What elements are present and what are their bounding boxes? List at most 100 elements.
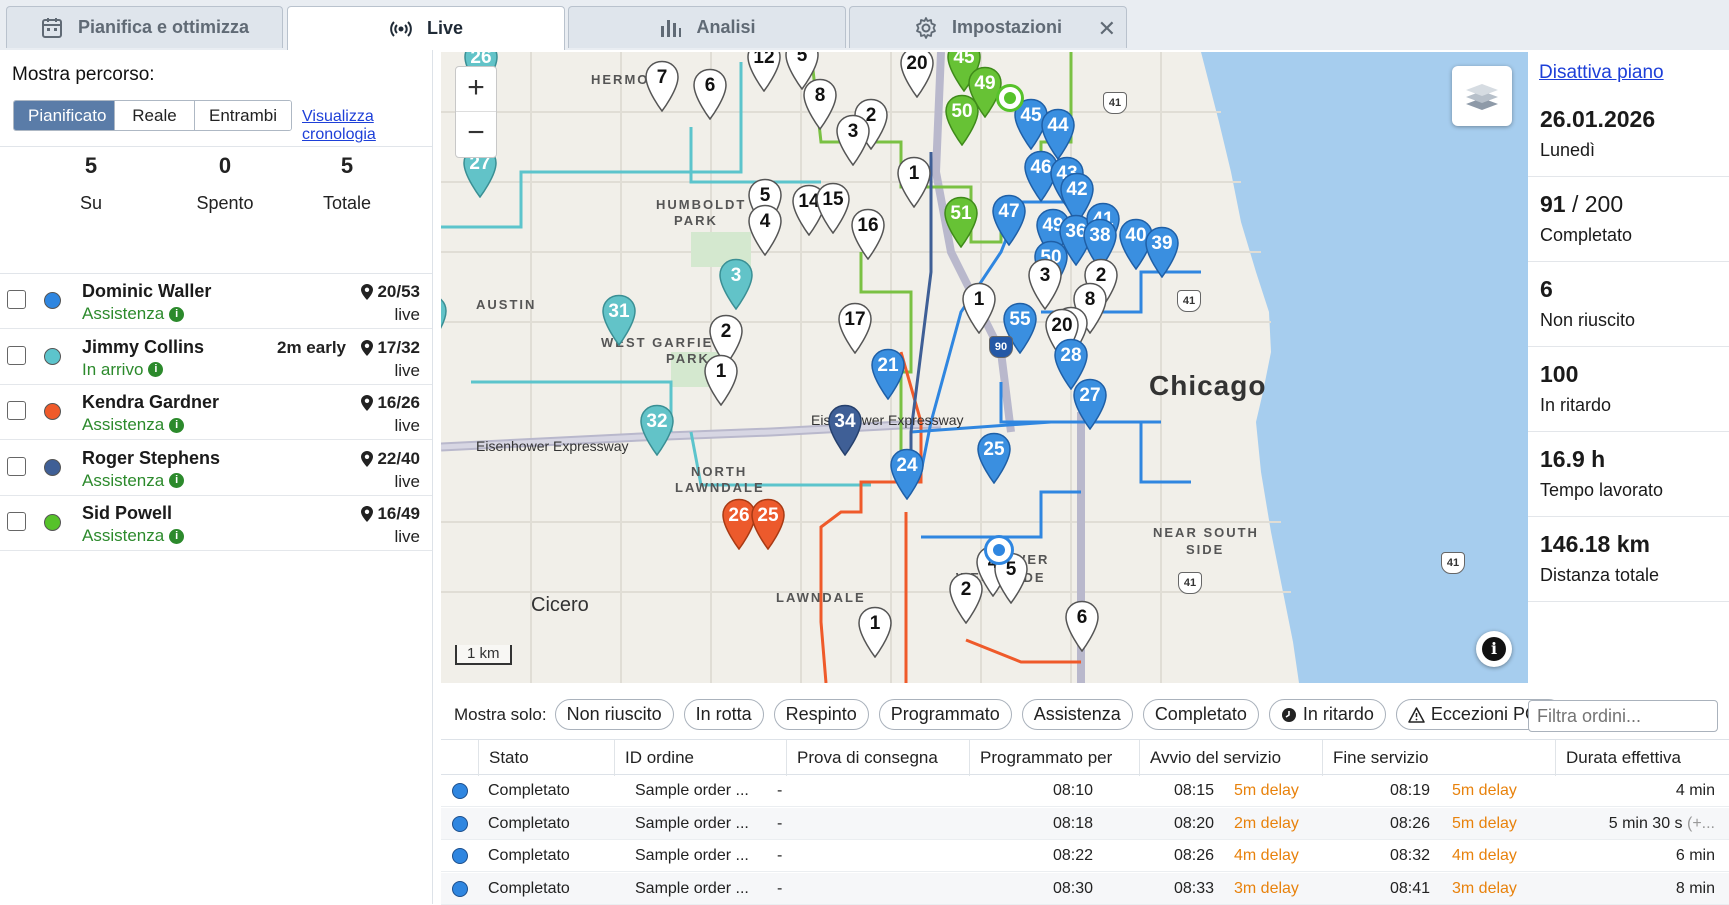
map-stop-pin[interactable]: 17 (837, 302, 873, 354)
info-icon[interactable]: i (169, 306, 185, 322)
driver-row[interactable]: Dominic Waller Assistenza i 20/53 live (0, 274, 432, 329)
map-stop-pin[interactable]: 16 (850, 208, 886, 260)
map-stop-pin[interactable]: 8 (802, 78, 838, 130)
route-mode-planned[interactable]: Pianificato (14, 101, 114, 130)
map-stop-pin[interactable]: 27 (462, 146, 498, 198)
layers-button[interactable] (1452, 66, 1512, 126)
map-stop-pin[interactable]: 6 (692, 68, 728, 120)
filter-chip-servicing[interactable]: Assistenza (1021, 699, 1133, 730)
map-stop-pin[interactable]: 46 (1023, 150, 1059, 202)
map-stop-pin[interactable]: 50 (944, 94, 980, 146)
map[interactable]: HERMOSA HUMBOLDT PARK AUSTIN WEST GARFIE… (441, 52, 1528, 683)
table-row[interactable]: Completato Sample order ... - 08:30 08:3… (441, 872, 1729, 905)
close-icon[interactable]: ✕ (1097, 16, 1116, 41)
driver-row[interactable]: Sid Powell Assistenza i 16/49 live (0, 496, 432, 551)
route-mode-both[interactable]: Entrambi (194, 101, 292, 130)
driver-checkbox[interactable] (7, 290, 26, 309)
map-stop-pin[interactable]: 21 (870, 348, 906, 400)
driver-location-marker[interactable] (984, 535, 1014, 565)
driver-location-marker[interactable] (996, 84, 1024, 112)
map-stop-pin[interactable]: 3 (718, 258, 754, 310)
map-stop-pin[interactable]: 42 (1059, 172, 1095, 224)
tab-settings[interactable]: Impostazioni ✕ (849, 6, 1127, 48)
cell-order-id[interactable]: Sample order ... (635, 847, 749, 864)
map-stop-pin[interactable]: 3 (1027, 258, 1063, 310)
filter-chip-rejected[interactable]: Respinto (773, 699, 869, 730)
map-stop-pin[interactable]: 6 (1064, 600, 1100, 652)
info-icon[interactable]: i (169, 473, 185, 488)
map-stop-pin[interactable]: 1 (703, 354, 739, 406)
tab-live[interactable]: Live (287, 6, 565, 50)
driver-row[interactable]: Kendra Gardner Assistenza i 16/26 live (0, 385, 432, 440)
driver-name[interactable]: Roger Stephens (82, 447, 221, 468)
map-stop-pin[interactable]: 1 (896, 156, 932, 208)
column-header-order-id[interactable]: ID ordine (614, 740, 786, 776)
cell-order-id[interactable]: Sample order ... (635, 879, 749, 897)
driver-row[interactable]: Roger Stephens Assistenza i 22/40 live (0, 441, 432, 496)
zoom-out-button[interactable]: − (467, 116, 485, 149)
table-row[interactable]: Completato Sample order ... - 08:18 08:2… (441, 807, 1729, 840)
map-stop-pin[interactable]: 25 (976, 432, 1012, 484)
info-icon[interactable]: i (148, 362, 164, 377)
map-stop-pin[interactable]: 39 (1144, 226, 1180, 278)
map-stop-pin[interactable]: 24 (889, 448, 925, 500)
driver-checkbox[interactable] (7, 456, 26, 476)
map-stop-pin[interactable]: 36 (1058, 214, 1094, 266)
map-stop-pin[interactable]: 2 (948, 572, 984, 624)
zoom-in-button[interactable]: + (456, 67, 496, 112)
map-stop-pin[interactable]: 20 (899, 52, 935, 98)
filter-chip-scheduled[interactable]: Programmato (878, 699, 1012, 730)
tab-plan-optimize[interactable]: Pianifica e ottimizza (6, 6, 283, 48)
map-stop-pin[interactable]: 27 (1072, 378, 1108, 430)
map-stop-pin[interactable]: 15 (815, 182, 851, 234)
column-header-duration[interactable]: Durata effettiva (1555, 740, 1729, 776)
driver-checkbox[interactable] (7, 401, 26, 420)
map-stop-pin[interactable]: 30 (441, 294, 448, 346)
filter-orders-input[interactable] (1528, 700, 1718, 732)
column-header-status[interactable]: Stato (478, 740, 614, 776)
info-icon[interactable]: i (169, 417, 185, 433)
table-row[interactable]: Completato Sample order ... - 08:10 08:1… (441, 775, 1729, 807)
map-stop-pin[interactable]: 3 (835, 114, 871, 166)
driver-name[interactable]: Jimmy Collins (82, 336, 205, 357)
map-stop-pin[interactable]: 2 (708, 314, 744, 366)
filter-chip-failed[interactable]: Non riuscito (554, 699, 674, 730)
map-stop-pin[interactable]: 5 (784, 52, 820, 90)
route-mode-actual[interactable]: Reale (114, 101, 194, 130)
map-stop-pin[interactable]: 25 (750, 498, 786, 550)
driver-name[interactable]: Sid Powell (82, 503, 173, 523)
column-header-pod[interactable]: Prova di consegna (786, 740, 969, 776)
driver-row[interactable]: Jimmy Collins In arrivo i 2m early 17/32 … (0, 330, 432, 385)
driver-checkbox[interactable] (7, 345, 26, 365)
deactivate-plan-link[interactable]: Disattiva piano (1539, 62, 1664, 83)
map-stop-pin[interactable]: 38 (1082, 218, 1118, 270)
filter-chip-en-route[interactable]: In rotta (683, 699, 764, 730)
driver-name[interactable]: Dominic Waller (82, 281, 212, 301)
tab-analysis[interactable]: Analisi (568, 6, 846, 48)
cell-order-id[interactable]: Sample order ... (635, 782, 749, 799)
map-stop-pin[interactable]: 7 (644, 60, 680, 112)
view-history-link[interactable]: Visualizza cronologia (302, 108, 376, 143)
map-stop-pin[interactable]: 31 (601, 294, 637, 346)
map-stop-pin[interactable]: 1 (961, 282, 997, 334)
map-stop-pin[interactable]: 34 (827, 404, 863, 456)
filter-chip-late[interactable]: In ritardo (1268, 699, 1386, 730)
info-icon[interactable]: i (169, 528, 185, 544)
filter-chip-completed[interactable]: Completato (1142, 699, 1259, 730)
map-info-button[interactable]: i (1476, 631, 1512, 667)
table-row[interactable]: Completato Sample order ... - 08:22 08:2… (441, 840, 1729, 872)
column-header-scheduled[interactable]: Programmato per (969, 740, 1139, 776)
map-stop-pin[interactable]: 47 (991, 194, 1027, 246)
map-stop-pin[interactable]: 45 (1013, 98, 1049, 150)
driver-checkbox[interactable] (7, 512, 26, 531)
cell-order-id[interactable]: Sample order ... (635, 814, 749, 832)
map-stop-pin[interactable]: 28 (1053, 338, 1089, 390)
column-header-service-end[interactable]: Fine servizio (1322, 740, 1555, 776)
map-stop-pin[interactable]: 44 (1040, 108, 1076, 160)
column-header-service-start[interactable]: Avvio del servizio (1139, 740, 1322, 776)
map-stop-pin[interactable]: 1 (857, 606, 893, 658)
map-stop-pin[interactable]: 51 (943, 196, 979, 248)
map-stop-pin[interactable]: 32 (639, 404, 675, 456)
map-stop-pin[interactable]: 12 (746, 52, 782, 92)
driver-name[interactable]: Kendra Gardner (82, 392, 220, 412)
